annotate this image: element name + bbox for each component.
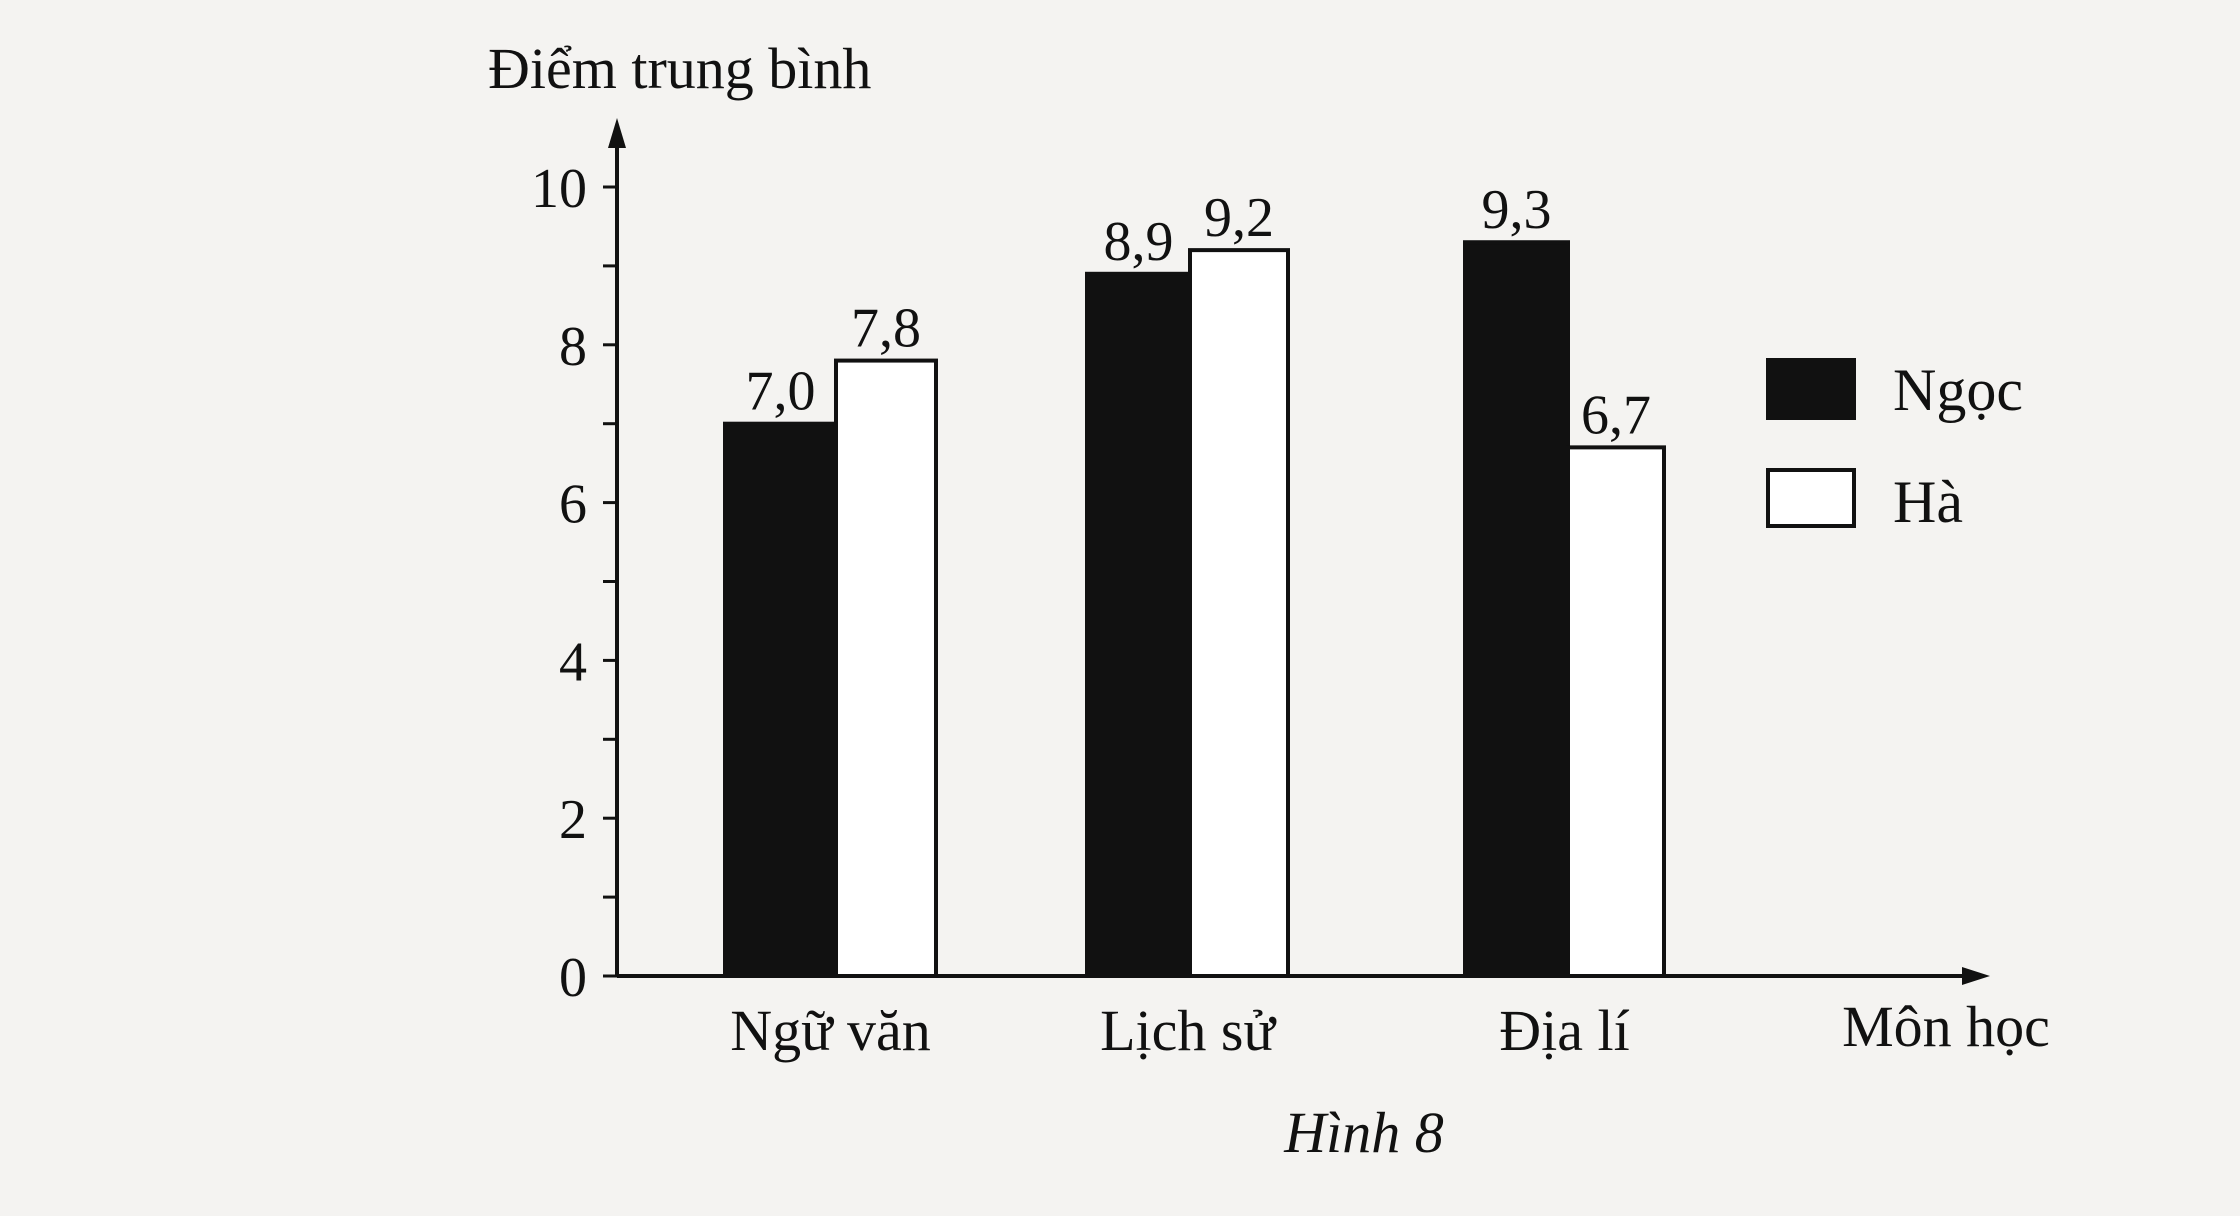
y-axis-title: Điểm trung bình bbox=[488, 36, 871, 101]
data-label: 7,8 bbox=[851, 298, 921, 360]
data-label: 8,9 bbox=[1104, 211, 1174, 273]
legend: Ngọc Hà bbox=[1766, 357, 2023, 535]
bar-ngoc bbox=[723, 421, 838, 978]
x-axis-title: Môn học bbox=[1842, 994, 2050, 1059]
legend-label-ngoc: Ngọc bbox=[1893, 357, 2023, 423]
data-label: 9,3 bbox=[1482, 179, 1552, 241]
y-tick-label: 10 bbox=[531, 158, 587, 220]
y-axis-arrow bbox=[608, 118, 626, 148]
y-tick-label: 8 bbox=[559, 316, 587, 378]
bar-ha bbox=[1566, 445, 1666, 978]
bar-ha bbox=[1188, 248, 1290, 978]
bar-ha bbox=[834, 358, 938, 978]
x-tick-label: Địa lí bbox=[1499, 998, 1629, 1063]
data-label: 6,7 bbox=[1581, 384, 1651, 446]
x-axis-arrow bbox=[1962, 967, 1990, 985]
y-tick-label: 0 bbox=[559, 947, 587, 1009]
y-tick-label: 4 bbox=[559, 631, 587, 693]
bar-ngoc bbox=[1085, 271, 1192, 979]
bars: 7,0 7,8 8,9 9,2 9,3 6,7 bbox=[723, 179, 1666, 979]
x-tick-label: Lịch sử bbox=[1100, 998, 1276, 1063]
x-tick-label: Ngữ văn bbox=[730, 998, 931, 1063]
legend-swatch-ngoc bbox=[1766, 358, 1856, 420]
y-tick-label: 6 bbox=[559, 474, 587, 536]
data-label: 7,0 bbox=[746, 361, 816, 423]
bar-ngoc bbox=[1463, 240, 1570, 979]
legend-label-ha: Hà bbox=[1893, 469, 1963, 535]
y-tick-label: 2 bbox=[559, 789, 587, 851]
data-label: 9,2 bbox=[1204, 187, 1274, 249]
figure-caption: Hình 8 bbox=[1283, 1100, 1444, 1165]
legend-swatch-ha bbox=[1766, 468, 1856, 528]
